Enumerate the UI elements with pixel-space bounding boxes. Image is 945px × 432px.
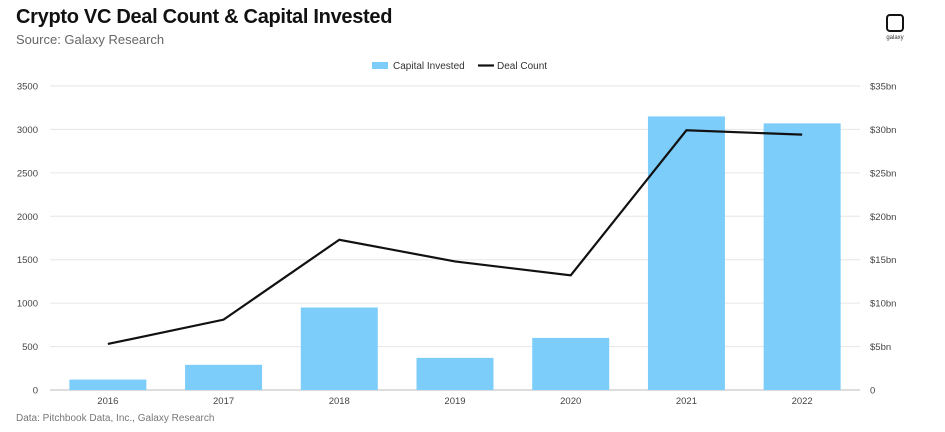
right-axis-tick-label: $30bn bbox=[870, 125, 896, 136]
right-axis-tick-label: 0 bbox=[870, 386, 875, 397]
axes: 0 0 500 $5bn 1000 $10bn 1500 $15bn 2000 $20bn 2500… bbox=[17, 82, 897, 408]
capital-invested-bar bbox=[300, 307, 378, 390]
right-axis-tick-label: $20bn bbox=[870, 212, 896, 223]
left-axis-tick-label: 1500 bbox=[17, 255, 38, 266]
left-axis-tick-label: 0 bbox=[33, 386, 38, 397]
left-axis-tick-label: 3000 bbox=[17, 125, 38, 136]
capital-invested-bar bbox=[416, 357, 494, 390]
legend-label-deal-count: Deal Count bbox=[497, 61, 547, 72]
capital-invested-bar bbox=[185, 364, 263, 390]
right-axis-tick-label: $5bn bbox=[870, 342, 891, 353]
chart-title: Crypto VC Deal Count & Capital Invested bbox=[16, 6, 393, 28]
left-axis-tick-label: 2000 bbox=[17, 212, 38, 223]
left-axis-tick-label: 1000 bbox=[17, 299, 38, 310]
x-axis-tick-label: 2016 bbox=[97, 396, 118, 407]
capital-invested-bar bbox=[69, 379, 147, 390]
left-axis-tick-label: 2500 bbox=[17, 168, 38, 179]
galaxy-logo-icon bbox=[886, 14, 904, 32]
galaxy-logo: galaxy bbox=[880, 14, 910, 41]
deal-count-line bbox=[107, 129, 803, 346]
x-axis-tick-label: 2017 bbox=[213, 396, 234, 407]
galaxy-logo-text: galaxy bbox=[886, 35, 904, 41]
right-axis-tick-label: $10bn bbox=[870, 299, 896, 310]
left-axis-tick-label: 3500 bbox=[17, 82, 38, 93]
legend-label-capital-invested: Capital Invested bbox=[393, 61, 465, 72]
capital-invested-bar bbox=[532, 337, 610, 390]
capital-invested-bar bbox=[647, 116, 725, 391]
chart-subtitle: Source: Galaxy Research bbox=[16, 32, 165, 47]
x-axis-tick-label: 2019 bbox=[444, 396, 465, 407]
legend-swatch-capital-invested bbox=[372, 62, 388, 69]
x-axis-tick-label: 2021 bbox=[676, 396, 697, 407]
data-source-note: Data: Pitchbook Data, Inc., Galaxy Resea… bbox=[16, 413, 215, 424]
x-axis-tick-label: 2022 bbox=[792, 396, 813, 407]
legend: Capital Invested Deal Count bbox=[372, 61, 547, 72]
x-axis-tick-label: 2018 bbox=[329, 396, 350, 407]
right-axis-tick-label: $25bn bbox=[870, 168, 896, 179]
capital-invested-bars bbox=[69, 116, 841, 391]
left-axis-tick-label: 500 bbox=[22, 342, 38, 353]
x-axis-tick-label: 2020 bbox=[560, 396, 581, 407]
right-axis-tick-label: $35bn bbox=[870, 82, 896, 93]
right-axis-tick-label: $15bn bbox=[870, 255, 896, 266]
capital-invested-bar bbox=[763, 123, 841, 390]
